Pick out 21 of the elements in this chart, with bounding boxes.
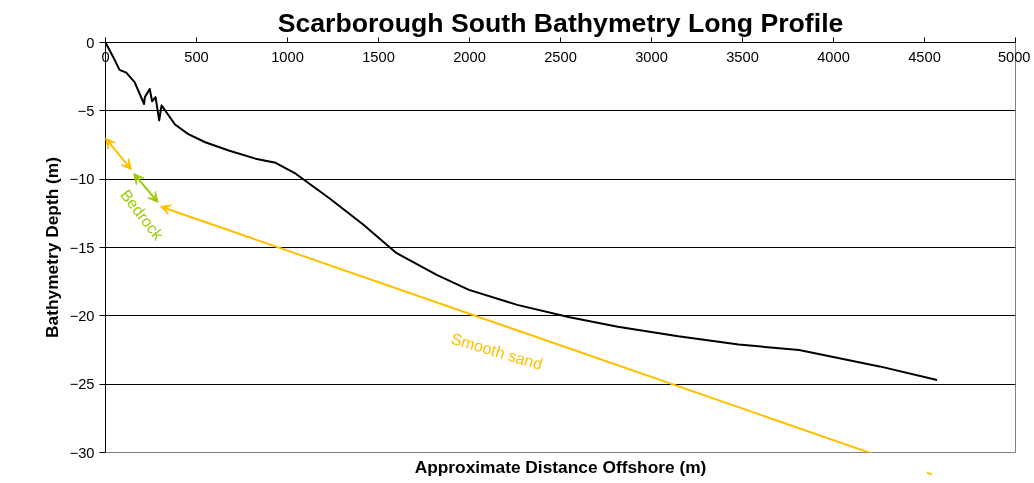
x-tick-label: 4500 bbox=[908, 48, 941, 65]
y-tick-label: −30 bbox=[69, 444, 95, 461]
x-tick-label: 4000 bbox=[817, 48, 850, 65]
x-tick-label: 2000 bbox=[453, 48, 486, 65]
x-tick-label: 1000 bbox=[271, 48, 304, 65]
x-tick-label: 5000 bbox=[997, 48, 1031, 65]
x-tick-label: 3000 bbox=[635, 48, 668, 65]
x-tick-label: 1500 bbox=[362, 48, 395, 65]
y-tick-label: 0 bbox=[86, 34, 95, 51]
y-axis-title: Bathymetry Depth (m) bbox=[41, 156, 62, 338]
x-tick-label: 2500 bbox=[544, 48, 577, 65]
y-tick-label: −5 bbox=[77, 102, 95, 119]
y-tick-label: −15 bbox=[69, 239, 95, 256]
chart-title: Scarborough South Bathymetry Long Profile bbox=[277, 7, 844, 38]
x-tick-label: 3500 bbox=[726, 48, 759, 65]
x-axis-title: Approximate Distance Offshore (m) bbox=[414, 456, 707, 477]
y-tick-label: −25 bbox=[69, 376, 95, 393]
annotation: Smooth sand bbox=[449, 329, 545, 373]
y-tick-label: −20 bbox=[69, 307, 95, 324]
x-tick-label: 500 bbox=[184, 48, 209, 65]
y-tick-label: −10 bbox=[69, 171, 95, 188]
